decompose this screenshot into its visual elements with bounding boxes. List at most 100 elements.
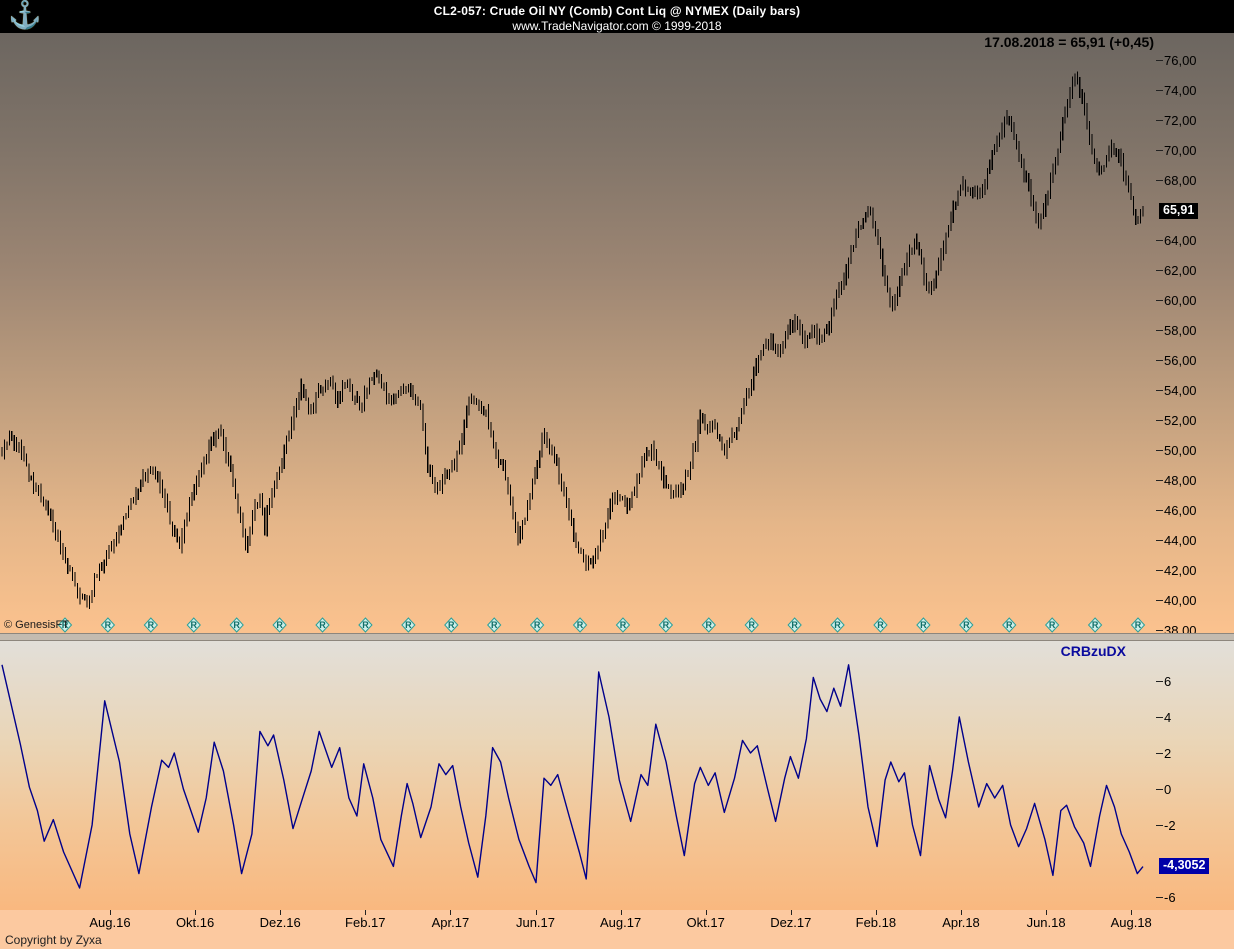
time-axis-tick	[450, 910, 452, 915]
svg-text:R: R	[620, 620, 627, 630]
price-axis-label: 64,00	[1164, 232, 1197, 248]
last-price-badge: 65,91	[1159, 203, 1199, 220]
rollover-marker-icon	[830, 617, 845, 633]
indicator-axis-tick	[1156, 789, 1163, 790]
time-axis-tick	[790, 910, 792, 915]
svg-text:R: R	[834, 620, 841, 630]
rollover-marker-icon	[873, 617, 888, 633]
price-axis-label: 48,00	[1164, 472, 1197, 488]
price-axis-tick	[1156, 330, 1163, 331]
price-axis-label: 44,00	[1164, 532, 1197, 548]
time-axis-label: Jun.18	[1026, 915, 1066, 930]
svg-text:R: R	[1092, 620, 1099, 630]
time-axis-tick	[961, 910, 962, 915]
indicator-axis-tick	[1156, 825, 1163, 826]
rollover-marker-icon	[615, 617, 631, 633]
svg-text:R: R	[148, 620, 155, 630]
price-axis-label: 76,00	[1164, 52, 1197, 68]
rollover-marker-icon	[358, 617, 373, 633]
price-axis-tick	[1156, 120, 1163, 121]
indicator-axis-tick	[1156, 753, 1163, 754]
time-axis-label: Apr.18	[942, 915, 980, 930]
time-axis-label: Apr.17	[431, 915, 470, 930]
time-axis-tick	[1046, 910, 1048, 915]
price-axis-tick	[1156, 540, 1163, 541]
time-axis-tick	[620, 910, 622, 915]
svg-text:R: R	[1135, 620, 1142, 630]
price-axis-tick	[1156, 600, 1163, 601]
panel-splitter[interactable]	[0, 633, 1234, 641]
svg-text:R: R	[534, 620, 541, 630]
time-axis-label: Dez.16	[259, 915, 301, 930]
rollover-marker-icon	[658, 617, 674, 633]
time-axis-tick	[280, 910, 282, 915]
last-quote-readout: 17.08.2018 = 65,91 (+0,45)	[984, 34, 1154, 50]
rollover-marker-icon	[229, 617, 244, 633]
anchor-logo-icon: ⚓	[8, 0, 42, 30]
rollover-marker-icon	[529, 617, 545, 633]
price-axis-label: 72,00	[1164, 112, 1197, 128]
svg-text:R: R	[276, 620, 283, 630]
time-axis-tick	[875, 910, 877, 915]
rollover-marker-icon	[186, 617, 201, 633]
rollover-marker-icon	[744, 617, 759, 633]
price-axis-tick	[1156, 570, 1163, 571]
svg-text:R: R	[748, 620, 755, 630]
price-axis-label: 68,00	[1164, 172, 1197, 188]
rollover-marker-icon	[959, 617, 974, 633]
price-axis-tick	[1156, 480, 1163, 481]
svg-text:R: R	[191, 620, 198, 630]
time-axis-label: Aug.17	[599, 915, 642, 930]
price-axis-tick	[1156, 630, 1163, 631]
price-panel[interactable]: R R R R R R R R R R R R R R R R R R R R R R R R R R 17.08.2018 = …	[0, 33, 1234, 638]
price-axis-tick	[1156, 270, 1163, 271]
price-axis-tick	[1156, 360, 1163, 361]
svg-text:R: R	[233, 620, 240, 630]
price-axis-label: 52,00	[1164, 412, 1197, 428]
rollover-marker-icon	[916, 617, 931, 633]
time-axis-tick	[535, 910, 537, 915]
indicator-axis-label: -2	[1164, 817, 1176, 833]
rollover-marker-icon	[444, 617, 459, 633]
svg-text:R: R	[706, 620, 713, 630]
svg-text:R: R	[963, 620, 970, 630]
price-axis-tick	[1156, 60, 1163, 61]
indicator-axis-label: 2	[1164, 745, 1172, 761]
indicator-axis-label: 4	[1164, 709, 1172, 725]
svg-text:R: R	[877, 620, 884, 630]
time-axis-label: Jun.17	[515, 915, 556, 930]
indicator-axis-tick	[1156, 897, 1163, 898]
rollover-marker-icon	[701, 617, 716, 633]
indicator-axis-tick	[1156, 681, 1163, 682]
svg-text:R: R	[920, 620, 927, 630]
price-axis-tick	[1156, 450, 1163, 451]
indicator-panel[interactable]: CRBzuDX 6 4 2 0 -2 -6 -4,3052	[0, 641, 1234, 910]
price-axis-label: 70,00	[1164, 142, 1197, 158]
svg-text:R: R	[405, 620, 412, 630]
genesis-watermark: © GenesisFT	[4, 619, 69, 631]
svg-text:R: R	[448, 620, 455, 630]
indicator-axis-label: -6	[1164, 889, 1176, 905]
time-axis-tick	[705, 910, 707, 915]
price-axis-label: 56,00	[1164, 352, 1197, 368]
time-axis-label: Dez.17	[770, 915, 812, 930]
price-axis-label: 54,00	[1164, 382, 1197, 398]
time-axis-tick	[365, 910, 367, 915]
rollover-marker-icon	[572, 617, 588, 633]
rollover-marker-icon	[787, 617, 802, 633]
price-axis-label: 62,00	[1164, 262, 1197, 278]
indicator-name-label: CRBzuDX	[1060, 643, 1126, 659]
rollover-marker-icon	[1002, 617, 1017, 633]
chart-subtitle: www.TradeNavigator.com © 1999-2018	[512, 19, 722, 33]
svg-text:R: R	[319, 620, 326, 630]
time-axis: Aug.16 Okt.16 Dez.16 Feb.17 Apr.17 Jun.17 Aug.…	[0, 910, 1234, 933]
time-axis-label: Aug.18	[1110, 915, 1152, 930]
price-axis-label: 58,00	[1164, 322, 1197, 338]
price-axis-label: 42,00	[1164, 562, 1197, 578]
rollover-marker-icon	[100, 617, 116, 633]
copyright-footer: Copyright by Zyxa	[5, 933, 102, 947]
price-axis-tick	[1156, 150, 1163, 151]
indicator-line-chart[interactable]	[0, 641, 1160, 910]
